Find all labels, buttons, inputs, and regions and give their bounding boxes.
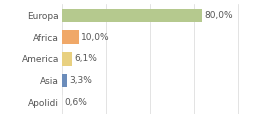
Bar — [62, 30, 79, 44]
Text: 3,3%: 3,3% — [69, 76, 92, 85]
Text: 10,0%: 10,0% — [81, 33, 110, 42]
Text: 0,6%: 0,6% — [65, 98, 88, 107]
Bar — [62, 74, 67, 87]
Bar — [62, 52, 72, 66]
Bar — [62, 95, 63, 109]
Text: 80,0%: 80,0% — [204, 11, 233, 20]
Bar — [62, 9, 202, 22]
Text: 6,1%: 6,1% — [74, 54, 97, 63]
